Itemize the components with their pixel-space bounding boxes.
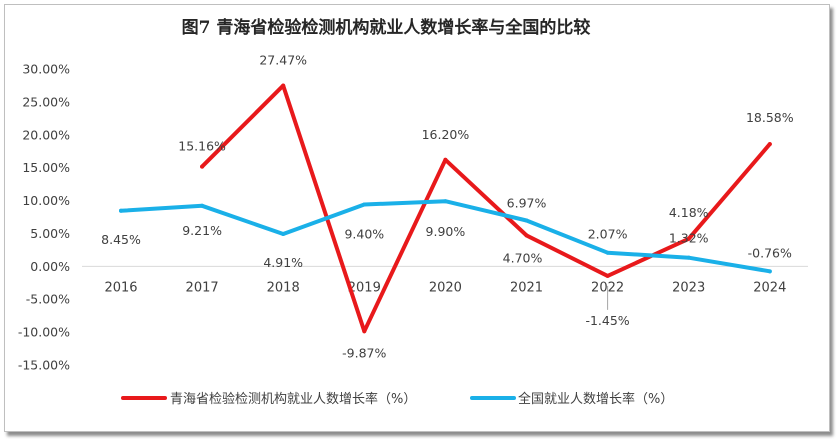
data-point [443, 157, 448, 162]
x-tick-label: 2021 [510, 280, 543, 295]
x-tick-label: 2024 [753, 280, 786, 295]
data-point [119, 208, 123, 213]
data-point [362, 202, 367, 207]
x-axis: 2016 2017 2018 2019 2020 2021 2022 2023 2024 [104, 280, 786, 295]
y-axis: 30.00% 25.00% 20.00% 15.00% 10.00% 5.00% 0.00%… [18, 62, 70, 373]
y-tick-label: 0.00% [30, 259, 70, 274]
x-tick-label: 2018 [267, 280, 300, 295]
data-point [767, 142, 772, 147]
data-labels: 15.16% 27.47% -9.87% 16.20% 4.70% -1.45% 4.18%… [101, 53, 794, 361]
y-tick-label: 30.00% [22, 62, 70, 77]
y-tick-label: -15.00% [18, 358, 70, 373]
data-point [443, 199, 448, 204]
y-tick-label: 25.00% [22, 94, 70, 109]
data-label: 1.32% [669, 231, 709, 246]
data-point [281, 232, 286, 237]
series-national [119, 199, 772, 274]
legend: 青海省检验检测机构就业人数增长率（%） 全国就业人数增长率（%） [121, 391, 673, 407]
x-tick-label: 2016 [104, 280, 137, 295]
y-tick-label: -5.00% [26, 292, 70, 307]
x-tick-label: 2020 [429, 280, 462, 295]
data-label: 6.97% [507, 195, 547, 210]
y-tick-label: 20.00% [22, 127, 70, 142]
data-point [686, 255, 691, 260]
legend-label: 全国就业人数增长率（%） [518, 391, 673, 407]
y-tick-label: 10.00% [22, 193, 70, 208]
data-label: -1.45% [585, 313, 629, 328]
data-label: -0.76% [748, 245, 792, 260]
data-point [524, 218, 529, 223]
data-point [281, 83, 286, 88]
data-label: -9.87% [342, 345, 386, 360]
data-label: 16.20% [422, 127, 470, 142]
data-point [200, 164, 205, 169]
data-label: 2.07% [588, 227, 628, 242]
data-label: 9.21% [182, 223, 222, 238]
data-point [686, 236, 691, 241]
y-tick-label: 15.00% [22, 160, 70, 175]
x-tick-label: 2017 [186, 280, 219, 295]
legend-label: 青海省检验检测机构就业人数增长率（%） [170, 391, 416, 407]
data-point [362, 329, 367, 334]
data-point [767, 269, 772, 274]
data-point [605, 273, 610, 278]
data-label: 9.90% [426, 224, 466, 239]
x-tick-label: 2019 [348, 280, 381, 295]
series-line-qinghai [200, 83, 772, 334]
data-label: 9.40% [344, 227, 384, 242]
y-tick-label: -10.00% [18, 325, 70, 340]
data-point [524, 233, 529, 238]
chart-title: 图7 青海省检验检测机构就业人数增长率与全国的比较 [182, 17, 591, 38]
data-point [605, 250, 610, 255]
data-label: 4.91% [263, 255, 303, 270]
y-tick-label: 5.00% [30, 226, 70, 241]
x-tick-label: 2023 [672, 280, 705, 295]
data-label: 8.45% [101, 232, 141, 247]
data-label: 27.47% [259, 53, 307, 68]
data-label: 4.70% [503, 250, 543, 265]
series-qinghai [200, 83, 772, 334]
data-label: 15.16% [178, 139, 226, 154]
data-label: 18.58% [746, 110, 794, 125]
data-point [200, 203, 205, 208]
data-label: 4.18% [669, 205, 709, 220]
